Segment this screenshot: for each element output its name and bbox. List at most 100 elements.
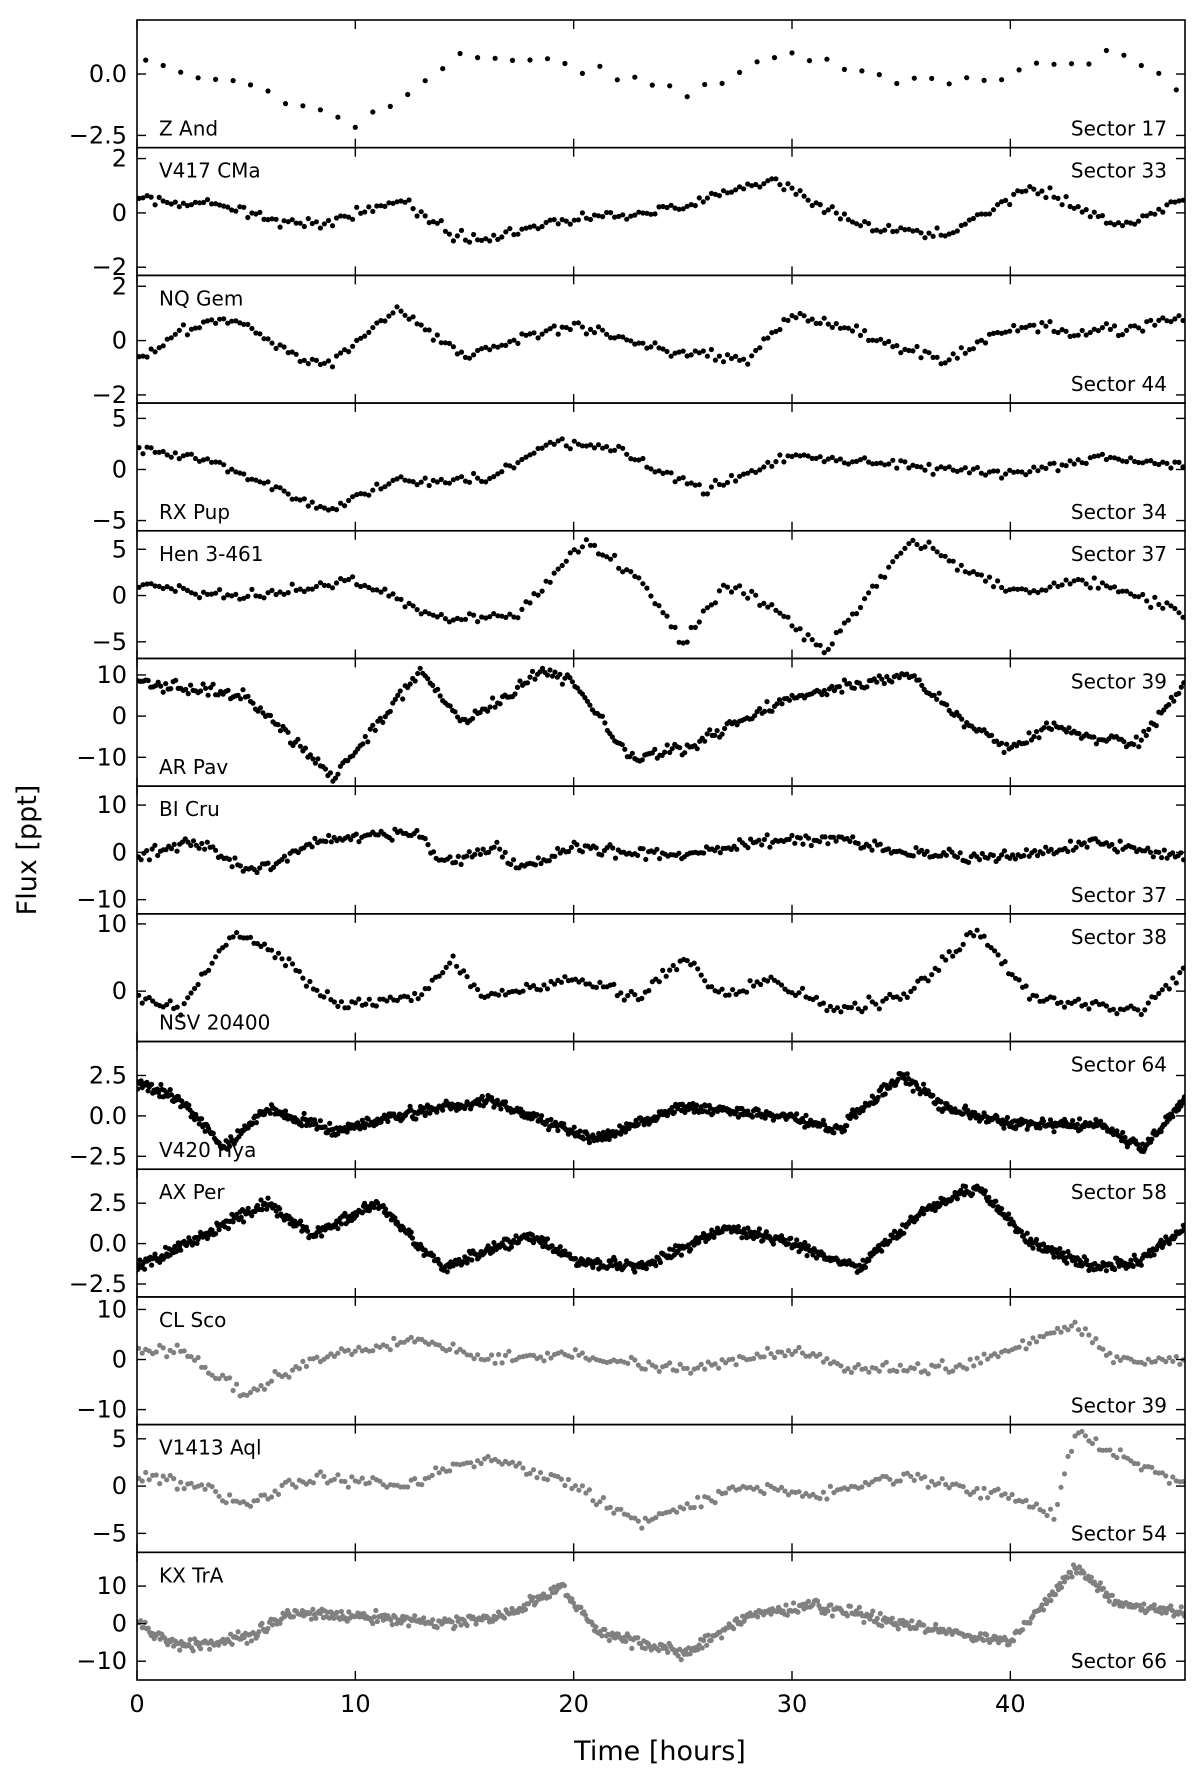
data-point (229, 864, 235, 870)
data-point (433, 1465, 439, 1471)
data-point (957, 850, 963, 856)
data-point (587, 702, 593, 708)
data-point (249, 586, 255, 593)
data-point (723, 1490, 729, 1496)
data-point (753, 181, 759, 188)
data-point (434, 614, 440, 620)
data-point (1033, 1236, 1040, 1243)
data-point (327, 770, 333, 776)
y-tick-label: 0 (112, 977, 127, 1005)
data-point (944, 702, 950, 708)
data-point (837, 456, 844, 462)
data-point (1136, 744, 1142, 750)
data-point (938, 232, 944, 238)
data-point (1166, 1355, 1172, 1361)
data-point (204, 197, 211, 203)
data-point (704, 195, 711, 201)
data-point (841, 460, 848, 466)
data-point (745, 470, 751, 476)
data-point (555, 331, 561, 337)
data-point (1103, 321, 1109, 327)
data-point (841, 325, 848, 331)
data-point (749, 468, 755, 474)
data-point (342, 578, 348, 584)
data-point (366, 1480, 372, 1486)
data-point (1086, 1006, 1092, 1012)
data-point (769, 602, 775, 608)
data-point (544, 1236, 551, 1242)
data-point (443, 964, 449, 971)
data-point (1030, 1335, 1036, 1341)
data-point (695, 1494, 701, 1500)
data-point (434, 479, 440, 485)
data-point (874, 227, 880, 233)
data-point (300, 975, 306, 981)
data-point (657, 856, 663, 862)
data-point (622, 746, 628, 752)
data-point (1082, 1433, 1088, 1439)
data-point (342, 503, 348, 509)
data-point (1156, 849, 1162, 855)
data-point (652, 340, 658, 346)
data-point (217, 316, 223, 322)
y-tick-label: 0 (112, 199, 127, 227)
data-point (257, 331, 263, 337)
data-point (712, 477, 719, 483)
data-point (466, 611, 473, 617)
data-point (938, 553, 944, 559)
data-points (137, 1071, 1185, 1155)
data-point (571, 217, 577, 223)
panel: −2.50.02.5 AX Per Sector 58 (69, 1168, 1186, 1298)
data-point (1095, 453, 1101, 459)
data-point (618, 990, 624, 996)
data-point (438, 611, 444, 618)
data-point (515, 231, 521, 237)
data-point (770, 1241, 777, 1247)
data-point (855, 1006, 862, 1012)
data-point (1063, 463, 1069, 469)
data-point (579, 849, 586, 855)
data-point (1072, 1319, 1078, 1325)
data-point (529, 1232, 535, 1238)
data-point (1095, 213, 1101, 220)
data-point (809, 455, 815, 461)
data-point (804, 1253, 810, 1259)
data-point (314, 1354, 320, 1360)
data-point (966, 470, 973, 476)
data-point (192, 1357, 198, 1363)
data-point (1043, 465, 1049, 471)
data-point (471, 1356, 477, 1362)
data-point (922, 348, 928, 354)
data-point (841, 66, 848, 72)
data-point (1051, 194, 1057, 200)
data-point (720, 582, 727, 588)
data-point (723, 1360, 729, 1366)
data-point (862, 219, 868, 225)
data-point (611, 1510, 617, 1516)
data-point (839, 689, 845, 695)
data-point (648, 211, 654, 217)
data-point (1138, 1011, 1144, 1018)
data-point (305, 361, 311, 367)
data-point (833, 838, 839, 844)
data-point (305, 1228, 311, 1234)
data-point (698, 1361, 704, 1367)
data-point (982, 472, 989, 478)
data-point (728, 355, 735, 362)
data-point (447, 854, 453, 860)
data-point (852, 1365, 858, 1371)
data-point (462, 616, 469, 622)
data-point (668, 202, 674, 208)
data-point (985, 855, 991, 861)
data-point (561, 1121, 567, 1127)
data-point (916, 677, 922, 683)
data-point (753, 592, 759, 598)
data-point (470, 715, 476, 722)
data-point (335, 1472, 341, 1478)
data-point (950, 230, 956, 236)
data-point (1031, 464, 1037, 470)
data-point (902, 346, 908, 352)
data-point (959, 716, 965, 722)
data-point (192, 325, 198, 331)
data-point (648, 344, 654, 350)
